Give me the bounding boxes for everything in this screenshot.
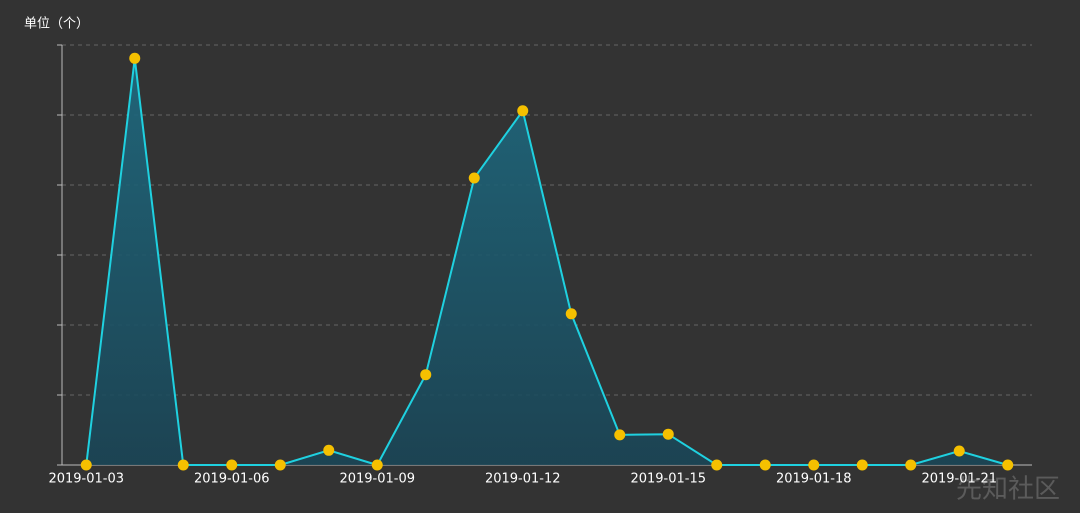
point bbox=[274, 459, 286, 471]
point bbox=[662, 428, 674, 440]
point bbox=[711, 459, 723, 471]
point bbox=[129, 52, 141, 64]
point bbox=[856, 459, 868, 471]
point bbox=[808, 459, 820, 471]
point bbox=[565, 308, 577, 320]
point bbox=[420, 369, 432, 381]
x-tick-label: 2019-01-18 bbox=[776, 472, 852, 487]
x-tick-label: 2019-01-12 bbox=[485, 472, 561, 487]
x-tick-label: 2019-01-09 bbox=[339, 472, 415, 487]
point bbox=[1002, 459, 1014, 471]
y-axis-label: 单位（个） bbox=[24, 17, 89, 32]
point bbox=[371, 459, 383, 471]
line bbox=[85, 58, 1009, 467]
point bbox=[759, 459, 771, 471]
point bbox=[905, 459, 917, 471]
watermark: 先知社区 bbox=[956, 475, 1060, 505]
area bbox=[86, 58, 1008, 466]
point bbox=[517, 105, 529, 117]
point bbox=[226, 459, 238, 471]
x-tick-label: 2019-01-21 bbox=[921, 472, 997, 487]
x-tick-label: 2019-01-06 bbox=[194, 472, 270, 487]
x-tick-label: 2019-01-03 bbox=[48, 472, 124, 487]
x-tick-label: 2019-01-15 bbox=[630, 472, 706, 487]
point bbox=[468, 172, 480, 184]
point bbox=[323, 444, 335, 456]
point bbox=[80, 459, 92, 471]
point bbox=[614, 429, 626, 441]
point bbox=[953, 445, 965, 457]
point bbox=[177, 459, 189, 471]
